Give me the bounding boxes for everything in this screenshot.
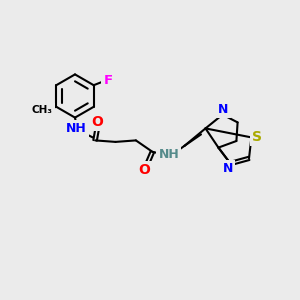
Text: O: O	[92, 115, 104, 128]
Text: O: O	[139, 164, 151, 177]
Text: NH: NH	[158, 148, 179, 161]
Text: S: S	[252, 130, 262, 144]
Text: F: F	[103, 74, 113, 87]
Text: NH: NH	[66, 122, 87, 136]
Text: N: N	[223, 162, 233, 175]
Text: N: N	[218, 103, 228, 116]
Text: CH₃: CH₃	[32, 105, 53, 116]
